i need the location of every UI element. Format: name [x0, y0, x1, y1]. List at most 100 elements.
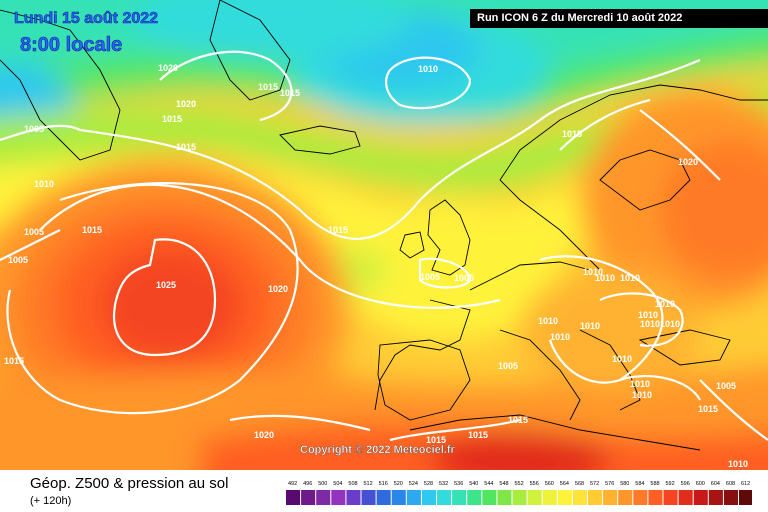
legend-swatch: [467, 490, 482, 505]
legend-swatch: [406, 490, 421, 505]
isobar-label: 1010: [550, 332, 570, 342]
isobar-label: 1020: [254, 430, 274, 440]
legend-swatch: [301, 490, 316, 505]
isobar-label: 1015: [328, 225, 348, 235]
legend-swatch: [316, 490, 331, 505]
isobar-label: 1010: [418, 64, 438, 74]
legend-tick-label: 492: [288, 481, 297, 487]
legend-swatch: [557, 490, 572, 505]
legend-swatch: [512, 490, 527, 505]
legend-swatch: [618, 490, 633, 505]
legend-tick-label: 496: [303, 481, 312, 487]
isobar-label: 1015: [280, 88, 300, 98]
legend-tick-label: 604: [711, 481, 720, 487]
forecast-time: 8:00 locale: [20, 34, 123, 57]
copyright-notice: Copyright © 2022 Meteociel.fr: [300, 444, 455, 456]
isobar-label: 1015: [698, 404, 718, 414]
legend-tick-label: 520: [394, 481, 403, 487]
legend-tick-label: 552: [515, 481, 524, 487]
isobar-label: 1020: [268, 284, 288, 294]
isobar-label: 1005: [24, 227, 44, 237]
map-title: Géop. Z500 & pression au sol: [30, 475, 229, 492]
legend-tick-label: 536: [454, 481, 463, 487]
legend-tick-label: 504: [333, 481, 342, 487]
legend-swatch: [346, 490, 361, 505]
legend-tick-label: 564: [560, 481, 569, 487]
legend-swatch: [437, 490, 452, 505]
isobar-label: 1015: [4, 356, 24, 366]
isobar-label: 1010: [612, 354, 632, 364]
legend-ticks: 492 496 500 504 508 512 516 520 524 528 532 536 540 5…: [288, 481, 750, 487]
legend-swatch: [391, 490, 406, 505]
isobar-label: 1010: [580, 321, 600, 331]
legend-tick-label: 508: [348, 481, 357, 487]
legend-swatches: [286, 490, 752, 505]
isobar-label: 1015: [82, 225, 102, 235]
isobar-label: 1015: [562, 129, 582, 139]
legend-tick-label: 584: [635, 481, 644, 487]
legend-swatch: [497, 490, 512, 505]
isobar-label: 1010: [660, 319, 680, 329]
isobars: [0, 50, 768, 442]
color-legend: 492 496 500 504 508 512 516 520 524 528 532 536 540 5…: [286, 481, 752, 505]
isobar-label: 1015: [176, 142, 196, 152]
isobar-label: 1010: [632, 390, 652, 400]
coastlines: [0, 0, 768, 451]
isobar-label: 1010: [728, 459, 748, 469]
legend-swatch: [739, 490, 752, 505]
isobar-label: 1010: [630, 379, 650, 389]
legend-tick-label: 528: [424, 481, 433, 487]
legend-tick-label: 500: [318, 481, 327, 487]
isobar-label: 1015: [468, 430, 488, 440]
isobar-label: 1010: [640, 319, 660, 329]
legend-swatch: [603, 490, 618, 505]
isobar-label: 1015: [426, 435, 446, 445]
legend-swatch: [361, 490, 376, 505]
legend-swatch: [452, 490, 467, 505]
legend-tick-label: 532: [439, 481, 448, 487]
legend-tick-label: 540: [469, 481, 478, 487]
isobar-label: 1010: [538, 316, 558, 326]
legend-swatch: [648, 490, 663, 505]
legend-tick-label: 596: [681, 481, 690, 487]
legend-tick-label: 612: [741, 481, 750, 487]
isobar-label: 1020: [158, 63, 178, 73]
legend-swatch: [527, 490, 542, 505]
isobar-label: 1005: [716, 381, 736, 391]
legend-tick-label: 568: [575, 481, 584, 487]
isobar-label: 1010: [620, 273, 640, 283]
legend-tick-label: 548: [499, 481, 508, 487]
map-canvas: 1020 1010 1015 1015 1005 1020 1015 1015 …: [0, 0, 768, 470]
legend-tick-label: 560: [545, 481, 554, 487]
legend-tick-label: 600: [696, 481, 705, 487]
isobar-label: 1005: [420, 272, 440, 282]
legend-tick-label: 544: [484, 481, 493, 487]
legend-swatch: [482, 490, 497, 505]
isobar-label: 1005: [454, 273, 474, 283]
isobar-label: 1005: [24, 124, 44, 134]
isobar-label: 1005: [498, 361, 518, 371]
legend-tick-label: 592: [666, 481, 675, 487]
legend-tick-label: 516: [379, 481, 388, 487]
legend-tick-label: 580: [620, 481, 629, 487]
legend-swatch: [633, 490, 648, 505]
legend-swatch: [331, 490, 346, 505]
isobar-label: 1010: [34, 179, 54, 189]
legend-swatch: [542, 490, 557, 505]
forecast-map: 1020 1010 1015 1015 1005 1020 1015 1015 …: [0, 0, 768, 470]
isobar-label: 1015: [162, 114, 182, 124]
isobar-labels: 1020 1010 1015 1015 1005 1020 1015 1015 …: [4, 63, 748, 469]
legend-tick-label: 572: [590, 481, 599, 487]
legend-swatch: [572, 490, 587, 505]
isobar-label: 1010: [583, 267, 603, 277]
legend-swatch: [723, 490, 738, 505]
isobar-label: 1015: [258, 82, 278, 92]
legend-tick-label: 608: [726, 481, 735, 487]
isobar-label: 1005: [8, 255, 28, 265]
legend-swatch: [421, 490, 436, 505]
forecast-lead-time: (+ 120h): [30, 495, 72, 507]
legend-tick-label: 576: [605, 481, 614, 487]
forecast-date: Lundi 15 août 2022: [14, 10, 159, 28]
legend-swatch: [286, 490, 301, 505]
